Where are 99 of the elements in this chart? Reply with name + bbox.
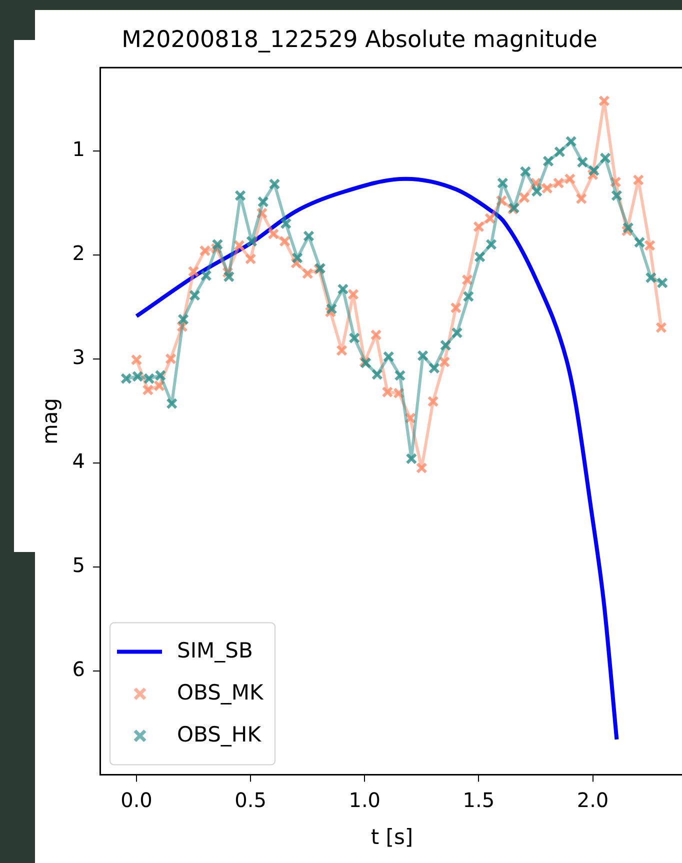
point — [565, 136, 577, 148]
point — [130, 354, 142, 366]
x-tick-label: 2.0 — [576, 788, 609, 812]
point — [234, 190, 246, 202]
point — [518, 192, 530, 204]
point — [256, 207, 268, 219]
point — [656, 277, 668, 289]
point — [552, 177, 564, 189]
point — [632, 174, 644, 186]
x-tick-label: 0.0 — [120, 788, 152, 812]
point — [438, 356, 450, 368]
x-tick-label: 0.5 — [234, 788, 266, 812]
point — [326, 303, 338, 315]
point — [610, 176, 622, 188]
point — [655, 322, 667, 334]
y-axis-title: mag — [38, 398, 62, 445]
point — [588, 164, 600, 176]
x-tick-label: 1.5 — [462, 788, 495, 812]
point — [406, 452, 418, 464]
point — [200, 270, 212, 282]
point — [292, 252, 304, 264]
point — [233, 240, 245, 252]
point — [154, 370, 166, 382]
point — [393, 387, 405, 399]
y-tick-label: 1 — [72, 137, 85, 162]
point — [188, 290, 200, 302]
point — [188, 266, 200, 278]
y-tick-label: 2 — [72, 241, 85, 266]
point — [336, 344, 348, 356]
legend-label: OBS_MK — [177, 680, 265, 704]
y-tick-label: 5 — [72, 553, 85, 578]
point — [132, 370, 144, 382]
point — [268, 178, 280, 190]
point — [268, 228, 280, 240]
point — [348, 332, 360, 344]
point — [484, 212, 496, 224]
point — [462, 290, 474, 302]
point — [645, 272, 657, 284]
point — [302, 268, 314, 280]
point — [223, 270, 235, 282]
point — [382, 350, 394, 362]
point — [302, 230, 314, 242]
point — [472, 220, 484, 232]
y-tick-label: 3 — [72, 345, 85, 370]
point — [610, 190, 622, 202]
point — [440, 340, 452, 352]
point — [485, 238, 497, 250]
point — [417, 350, 429, 362]
point — [520, 166, 532, 178]
point — [257, 196, 269, 208]
point — [496, 177, 508, 189]
point — [370, 329, 382, 341]
point — [530, 177, 542, 189]
point — [576, 156, 588, 168]
point — [622, 222, 634, 234]
point — [404, 412, 416, 424]
legend-label: SIM_SB — [177, 638, 253, 662]
point — [427, 396, 439, 408]
point — [244, 253, 256, 265]
x-axis-title: t [s] — [370, 824, 414, 849]
point — [280, 218, 292, 230]
point — [496, 194, 508, 206]
chart-title: M20200818_122529 Absolute magnitude — [122, 26, 598, 53]
point — [142, 384, 154, 396]
point — [166, 398, 178, 410]
point — [347, 288, 359, 300]
y-tick-label: 6 — [72, 657, 85, 682]
point — [143, 372, 155, 384]
point — [531, 186, 543, 198]
point — [576, 192, 588, 204]
point — [634, 236, 646, 248]
point — [462, 274, 474, 286]
point — [246, 236, 258, 248]
point — [428, 362, 440, 374]
point — [541, 182, 553, 194]
point — [451, 327, 463, 339]
point — [178, 314, 190, 326]
point — [337, 283, 349, 295]
point — [542, 155, 554, 167]
point — [199, 244, 211, 256]
point — [554, 146, 566, 158]
point — [600, 152, 612, 164]
point — [120, 372, 132, 384]
x-tick-label: 1.0 — [348, 788, 381, 812]
point — [564, 173, 576, 185]
point — [450, 302, 462, 314]
point — [474, 251, 486, 263]
point — [598, 95, 610, 107]
point — [279, 236, 291, 248]
point — [154, 380, 166, 392]
point — [416, 462, 428, 474]
point — [644, 240, 656, 252]
point — [394, 370, 406, 382]
point — [164, 353, 176, 365]
point — [371, 368, 383, 380]
y-tick-label: 4 — [72, 449, 85, 474]
point — [212, 238, 224, 250]
point — [382, 386, 394, 398]
legend-label: OBS_HK — [177, 722, 262, 746]
